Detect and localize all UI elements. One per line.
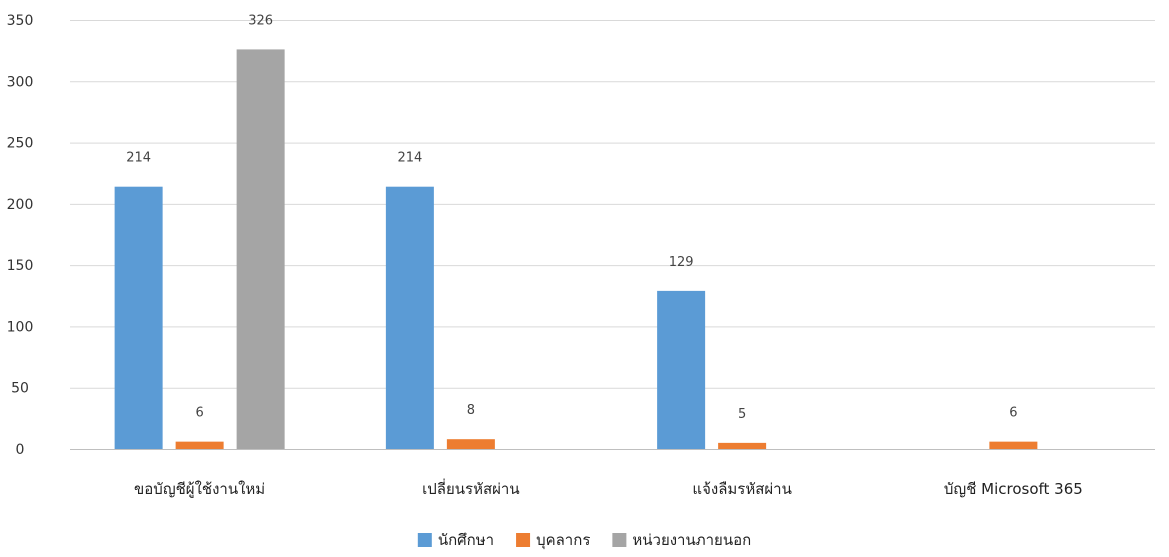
data-label: 5 [738, 407, 746, 422]
y-tick-label: 200 [7, 197, 34, 213]
bar-1-1 [114, 186, 163, 449]
y-axis-tick-labels: 0 50 100 150 200 250 300 350 [7, 13, 34, 458]
y-tick-label: 0 [16, 442, 25, 458]
legend-item: บุคลากร [516, 531, 590, 550]
y-tick-label: 150 [7, 258, 34, 274]
category-label: บัญชี Microsoft 365 [944, 480, 1083, 498]
category-label: ขอบัญชีผู้ใช้งานใหม่ [134, 480, 265, 498]
data-label: 6 [195, 406, 203, 421]
legend-item: นักศึกษา [417, 531, 494, 549]
legend-label: นักศึกษา [438, 531, 494, 549]
y-tick-label: 300 [7, 74, 34, 90]
bar-2-1 [175, 441, 224, 449]
bar-2-2 [446, 439, 495, 449]
bar-2-3 [718, 442, 767, 449]
y-tick-label: 250 [7, 136, 34, 152]
data-label: 326 [248, 13, 273, 28]
bars [114, 49, 1038, 449]
bar-1-3 [657, 290, 706, 449]
legend: นักศึกษา บุคลากร หน่วยงานภายนอก [417, 531, 751, 550]
legend-swatch [612, 533, 627, 547]
bar-3-1 [236, 49, 285, 449]
category-label: แจ้งลืมรหัสผ่าน [692, 480, 791, 498]
category-labels: ขอบัญชีผู้ใช้งานใหม่ เปลี่ยนรหัสผ่าน แจ้งล… [134, 478, 1083, 498]
category-label: เปลี่ยนรหัสผ่าน [422, 478, 519, 498]
y-tick-label: 350 [7, 13, 34, 29]
y-tick-label: 100 [7, 319, 34, 335]
legend-label: หน่วยงานภายนอก [632, 531, 751, 549]
data-label: 129 [669, 255, 694, 270]
data-label: 214 [397, 151, 422, 166]
legend-item: หน่วยงานภายนอก [612, 531, 751, 549]
legend-swatch [516, 533, 531, 547]
bar-2-4 [989, 441, 1038, 449]
gridlines [70, 20, 1155, 450]
legend-swatch [417, 533, 432, 547]
legend-label: บุคลากร [536, 531, 590, 550]
y-tick-label: 50 [11, 381, 29, 397]
data-label: 214 [126, 151, 151, 166]
data-labels: 214 6 326 214 8 129 5 6 [126, 13, 1017, 421]
data-label: 8 [467, 403, 475, 418]
data-label: 6 [1009, 406, 1017, 421]
bar-1-2 [385, 186, 434, 449]
